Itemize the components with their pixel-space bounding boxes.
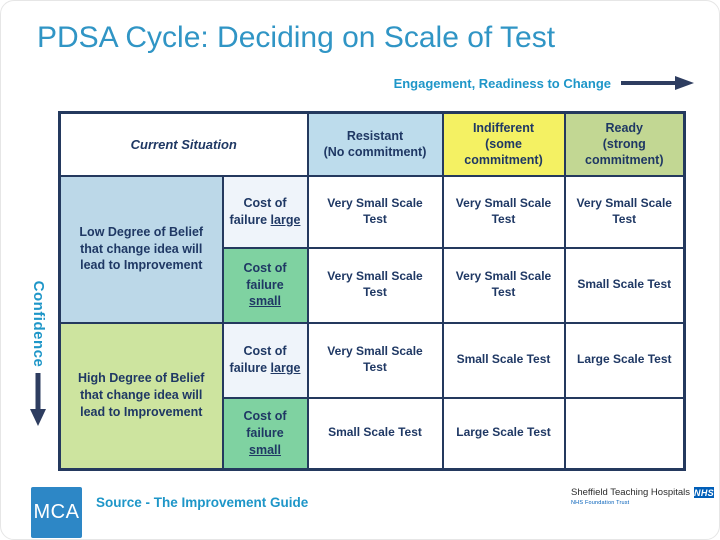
column-header-subtitle: (No commitment) — [323, 145, 427, 160]
column-header-subtitle: (some commitment) — [464, 137, 543, 168]
page-title: PDSA Cycle: Deciding on Scale of Test — [37, 21, 556, 54]
row-group-low-belief: Low Degree of Belief that change idea wi… — [58, 174, 224, 324]
matrix-cell — [563, 396, 686, 471]
column-header-title: Indifferent — [472, 120, 535, 135]
column-header-indifferent: Indifferent (some commitment) — [441, 111, 566, 177]
hospital-name: Sheffield Teaching Hospitals — [571, 487, 691, 498]
matrix-cell: Very Small Scale Test — [306, 321, 444, 399]
nhs-logo-block: Sheffield Teaching Hospitals NHS NHS Fou… — [571, 487, 714, 506]
matrix-cell: Large Scale Test — [563, 321, 686, 399]
matrix-cell: Very Small Scale Test — [306, 246, 444, 324]
column-header-ready: Ready (strong commitment) — [563, 111, 686, 177]
matrix-cell: Very Small Scale Test — [441, 246, 566, 324]
matrix-cell: Small Scale Test — [563, 246, 686, 324]
cost-of-failure-large-cell: Cost of failure large — [221, 321, 309, 399]
right-arrow-icon — [621, 76, 694, 90]
scale-of-test-matrix: Current Situation Resistant (No commitme… — [58, 111, 686, 471]
matrix-cell: Small Scale Test — [441, 321, 566, 399]
mca-logo: MCA — [31, 487, 82, 538]
table-row: High Degree of Belief that change idea w… — [58, 321, 686, 471]
matrix-cell: Very Small Scale Test — [306, 174, 444, 249]
column-header-resistant: Resistant (No commitment) — [306, 111, 444, 177]
column-header-subtitle: (strong commitment) — [585, 137, 664, 168]
table-row: Cost of failure small Small Scale Test L… — [60, 396, 686, 471]
matrix-cell: Large Scale Test — [441, 396, 566, 471]
matrix-cell: Very Small Scale Test — [441, 174, 566, 249]
trust-name: NHS Foundation Trust — [571, 500, 630, 506]
source-text: Source - The Improvement Guide — [96, 495, 309, 510]
cost-of-failure-small-cell: Cost of failure small — [221, 396, 309, 471]
matrix-cell: Small Scale Test — [306, 396, 444, 471]
down-arrow-icon — [30, 373, 46, 426]
cost-of-failure-large-cell: Cost of failure large — [221, 174, 309, 249]
table-header-row: Current Situation Resistant (No commitme… — [58, 111, 686, 177]
column-header-title: Resistant — [346, 129, 404, 143]
engagement-axis-label: Engagement, Readiness to Change — [393, 75, 611, 91]
corner-header-cell: Current Situation — [58, 111, 309, 177]
table-row: Low Degree of Belief that change idea wi… — [58, 174, 686, 324]
nhs-logo-icon: NHS — [694, 487, 714, 498]
engagement-axis: Engagement, Readiness to Change — [394, 75, 695, 91]
column-header-title: Ready — [605, 120, 644, 135]
table-row: Cost of failure small Very Small Scale T… — [60, 246, 686, 324]
confidence-axis-label: Confidence — [30, 280, 47, 368]
row-group-high-belief: High Degree of Belief that change idea w… — [58, 321, 224, 471]
cost-of-failure-small-cell: Cost of failure small — [221, 246, 309, 324]
matrix-cell: Very Small Scale Test — [563, 174, 686, 249]
